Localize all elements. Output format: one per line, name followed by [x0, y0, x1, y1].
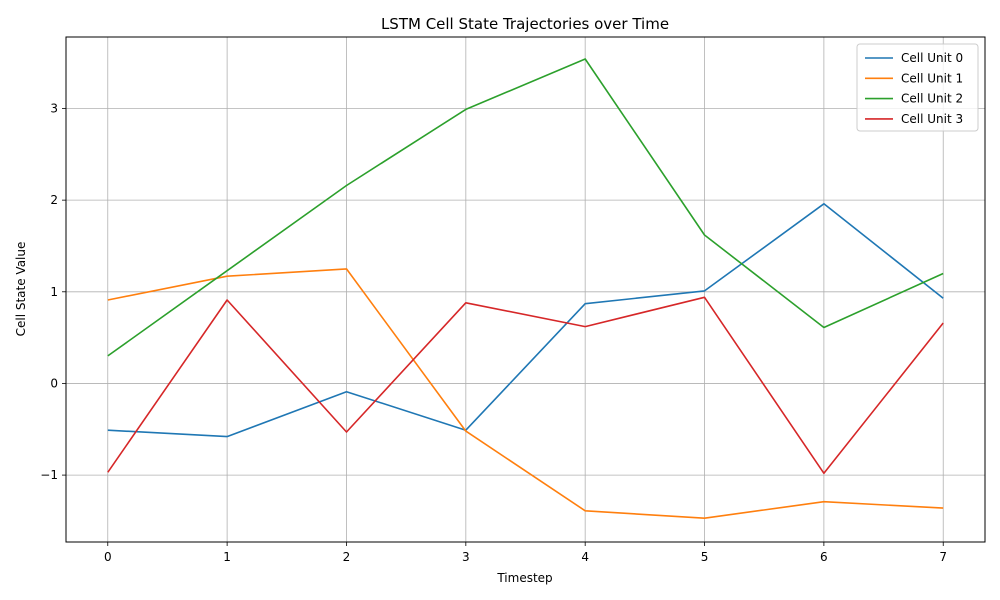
legend-label: Cell Unit 0 [901, 51, 963, 65]
y-tick-label: 1 [50, 285, 58, 299]
y-axis-ticks: −1 0 1 2 3 [40, 101, 66, 482]
y-tick-label: 2 [50, 193, 58, 207]
plot-frame [65, 36, 986, 543]
y-tick-label: 3 [50, 101, 58, 115]
grid-lines [66, 37, 985, 542]
x-axis-label: Timestep [496, 571, 552, 585]
x-tick-label: 7 [939, 550, 947, 564]
x-tick-label: 4 [581, 550, 589, 564]
y-tick-label: −1 [40, 468, 58, 482]
x-tick-label: 5 [701, 550, 709, 564]
series-line-cell-unit-3 [107, 296, 944, 475]
series-line-cell-unit-1 [107, 268, 944, 520]
x-tick-label: 6 [820, 550, 828, 564]
legend-label: Cell Unit 2 [901, 92, 963, 106]
x-tick-label: 1 [223, 550, 231, 564]
legend: Cell Unit 0 Cell Unit 1 Cell Unit 2 Cell Un… [856, 43, 979, 132]
series-line-cell-unit-0 [107, 203, 944, 438]
x-axis-ticks: 0 1 2 3 4 5 6 7 [104, 542, 947, 564]
x-tick-label: 3 [462, 550, 470, 564]
series-line-cell-unit-2 [107, 58, 944, 357]
legend-box [856, 43, 979, 132]
legend-label: Cell Unit 1 [901, 71, 963, 85]
y-tick-label: 0 [50, 376, 58, 390]
y-axis-label: Cell State Value [14, 242, 28, 337]
legend-label: Cell Unit 3 [901, 112, 963, 126]
series-lines [107, 58, 944, 520]
chart-title: LSTM Cell State Trajectories over Time [381, 15, 669, 33]
x-tick-label: 2 [343, 550, 351, 564]
x-tick-label: 0 [104, 550, 112, 564]
